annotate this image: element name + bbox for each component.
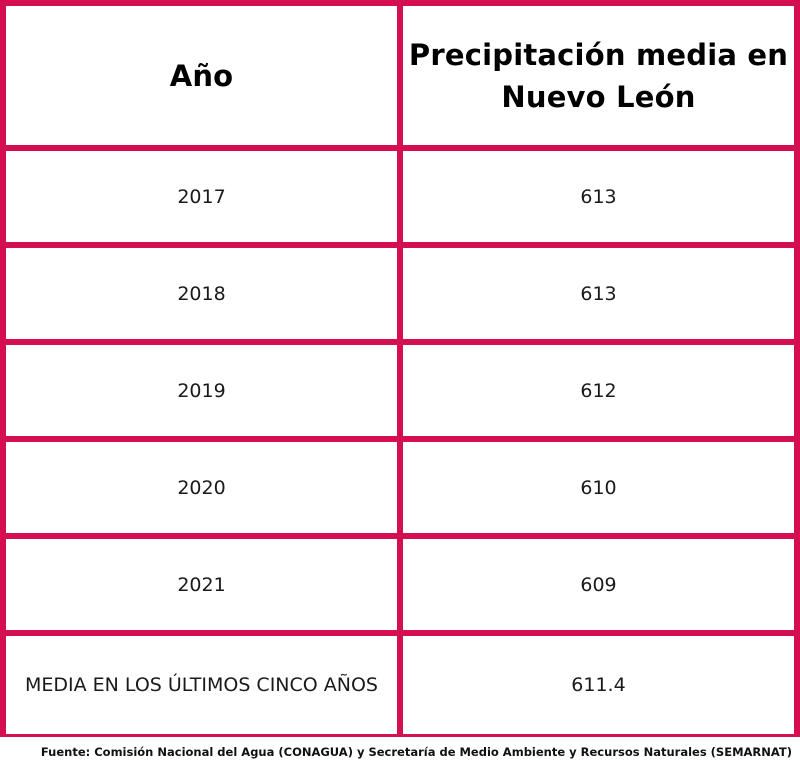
- table-header-row: Año Precipitación media en Nuevo León: [6, 6, 794, 148]
- year-cell: 2019: [6, 342, 400, 439]
- year-cell: 2018: [6, 245, 400, 342]
- table-row: 2017 613: [6, 148, 794, 245]
- table-row: 2018 613: [6, 245, 794, 342]
- source-caption: Fuente: Comisión Nacional del Agua (CONA…: [40, 745, 792, 759]
- value-cell: 613: [400, 148, 794, 245]
- summary-row: MEDIA EN LOS ÚLTIMOS CINCO AÑOS 611.4: [6, 633, 794, 734]
- header-precipitation: Precipitación media en Nuevo León: [400, 6, 794, 148]
- summary-label: MEDIA EN LOS ÚLTIMOS CINCO AÑOS: [6, 633, 400, 734]
- year-cell: 2020: [6, 439, 400, 536]
- value-cell: 610: [400, 439, 794, 536]
- value-cell: 613: [400, 245, 794, 342]
- year-cell: 2021: [6, 536, 400, 633]
- table-row: 2019 612: [6, 342, 794, 439]
- precipitation-table-frame: Año Precipitación media en Nuevo León 20…: [0, 0, 800, 737]
- summary-value: 611.4: [400, 633, 794, 734]
- table-row: 2021 609: [6, 536, 794, 633]
- table-row: 2020 610: [6, 439, 794, 536]
- header-year: Año: [6, 6, 400, 148]
- value-cell: 609: [400, 536, 794, 633]
- year-cell: 2017: [6, 148, 400, 245]
- value-cell: 612: [400, 342, 794, 439]
- precipitation-table: Año Precipitación media en Nuevo León 20…: [6, 6, 794, 734]
